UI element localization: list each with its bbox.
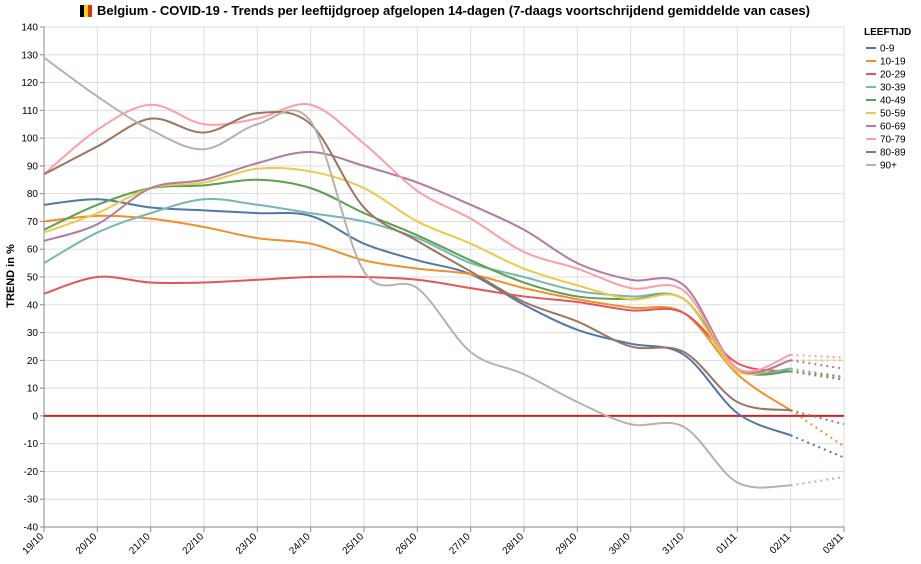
x-tick-label: 30/10 xyxy=(607,531,633,557)
y-tick-label: 40 xyxy=(27,300,39,311)
series-lines xyxy=(43,56,845,489)
y-tick-label: 0 xyxy=(32,411,38,422)
x-tick-label: 22/10 xyxy=(181,531,207,557)
y-tick-label: 90 xyxy=(27,161,39,172)
y-tick-label: -20 xyxy=(24,467,39,478)
y-tick-label: 10 xyxy=(27,384,39,395)
x-tick-label: 29/10 xyxy=(554,531,580,557)
legend-title: LEEFTIJD xyxy=(864,27,911,38)
y-tick-label: 30 xyxy=(27,328,39,339)
series-projection-40-49 xyxy=(790,370,845,378)
x-axis-ticks: 19/10 20/10 21/10 22/10 23/10 24/10 25/10 26/10… xyxy=(21,527,846,557)
grid xyxy=(43,26,845,528)
series-projection-70-79 xyxy=(790,353,845,359)
legend: LEEFTIJD 0-9 10-19 20-29 30-39 40-49 50-59 60-… xyxy=(864,27,911,172)
y-tick-label: 130 xyxy=(21,50,38,61)
series-projection-60-69 xyxy=(790,359,845,370)
series-projection-10-19 xyxy=(790,409,845,448)
legend-label: 30-39 xyxy=(880,83,906,94)
x-tick-label: 20/10 xyxy=(74,531,100,557)
series-line-50-59 xyxy=(43,166,791,376)
series-projection-80-89 xyxy=(790,409,845,426)
x-tick-label: 23/10 xyxy=(234,531,260,557)
y-tick-label: 110 xyxy=(22,106,38,117)
y-tick-label: -30 xyxy=(24,495,39,506)
legend-items: 0-9 10-19 20-29 30-39 40-49 50-59 60-69 70-79 80… xyxy=(866,44,906,172)
legend-label: 0-9 xyxy=(880,44,895,55)
series-line-80-89 xyxy=(43,110,791,412)
x-tick-label: 21/10 xyxy=(127,531,153,557)
x-tick-label: 25/10 xyxy=(341,531,367,557)
x-tick-label: 26/10 xyxy=(394,531,420,557)
series-projection-30-39 xyxy=(790,367,845,378)
series-line-0-9 xyxy=(43,198,792,437)
series-line-90+ xyxy=(43,56,791,489)
y-tick-label: 50 xyxy=(27,273,39,284)
legend-label: 70-79 xyxy=(880,135,906,146)
y-tick-label: 140 xyxy=(21,23,38,34)
belgium-flag-icon xyxy=(80,5,92,17)
legend-label: 90+ xyxy=(880,161,897,172)
legend-label: 20-29 xyxy=(880,70,906,81)
y-tick-label: -10 xyxy=(24,439,39,450)
x-tick-label: 24/10 xyxy=(287,531,313,557)
series-projection-0-9 xyxy=(790,434,845,459)
x-tick-label: 27/10 xyxy=(447,531,473,557)
legend-label: 60-69 xyxy=(880,122,906,133)
y-tick-label: 70 xyxy=(27,217,39,228)
series-line-20-29 xyxy=(43,275,791,373)
x-tick-label: 19/10 xyxy=(21,531,47,557)
chart-title-text: Belgium - COVID-19 - Trends per leeftijd… xyxy=(97,3,810,18)
chart-title: Belgium - COVID-19 - Trends per leeftijd… xyxy=(80,3,810,18)
x-tick-label: 03/11 xyxy=(821,531,846,556)
series-line-60-69 xyxy=(43,150,791,374)
y-tick-label: 60 xyxy=(27,245,39,256)
y-tick-label: 120 xyxy=(21,78,38,89)
y-axis-ticks: -40 -30 -20 -10 0 10 20 30 40 50 60 70 80 90 100 110 120… xyxy=(21,23,44,534)
legend-label: 80-89 xyxy=(880,148,906,159)
legend-label: 50-59 xyxy=(880,109,906,120)
y-tick-label: 80 xyxy=(27,189,39,200)
series-projection-20-29 xyxy=(790,370,845,381)
y-axis-label: TREND in % xyxy=(5,244,17,308)
y-tick-label: 20 xyxy=(27,356,39,367)
series-projection-90+ xyxy=(790,476,845,487)
legend-label: 10-19 xyxy=(880,57,906,68)
x-tick-label: 28/10 xyxy=(501,531,527,557)
x-tick-label: 02/11 xyxy=(768,531,793,556)
y-tick-label: 100 xyxy=(21,134,38,145)
x-tick-label: 31/10 xyxy=(661,531,687,557)
x-tick-label: 01/11 xyxy=(714,531,739,556)
legend-label: 40-49 xyxy=(880,96,906,107)
series-line-70-79 xyxy=(43,103,792,373)
y-tick-label: -40 xyxy=(24,523,39,534)
